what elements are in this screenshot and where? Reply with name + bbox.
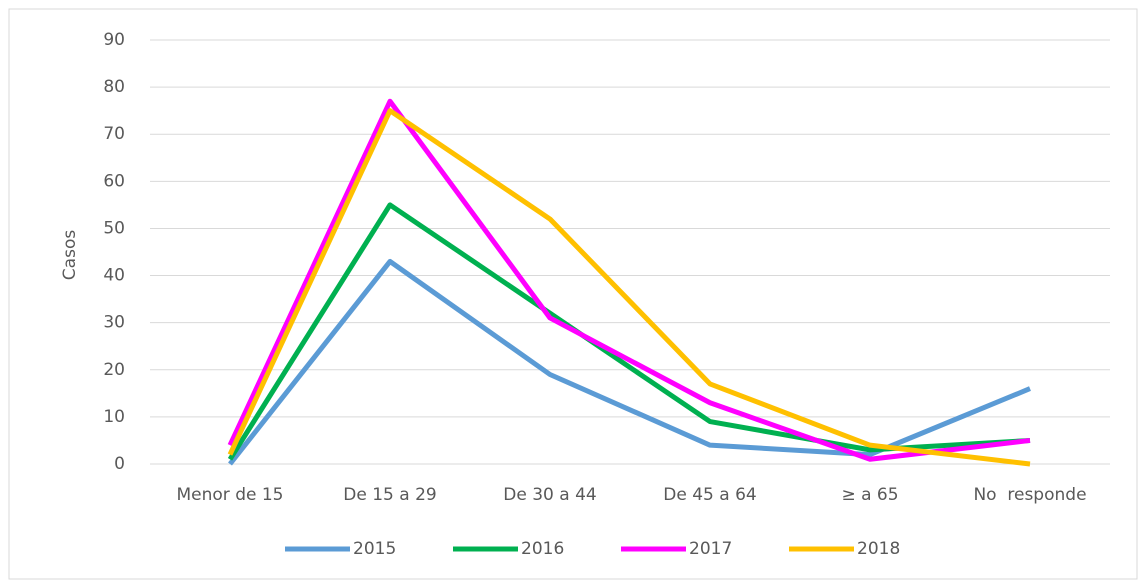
x-tick-label: De 15 a 29	[343, 485, 436, 505]
line	[227, 98, 1031, 462]
x-tick-label: No responde	[973, 485, 1086, 505]
x-tick-label: Menor de 15	[177, 485, 284, 505]
x-tick-label: De 45 a 64	[663, 485, 756, 505]
y-tick-label: 20	[103, 360, 125, 380]
chart-border	[8, 8, 1138, 580]
legend-label: 2018	[857, 539, 900, 559]
y-tick-label: 30	[103, 313, 125, 333]
legend-label: 2016	[521, 539, 564, 559]
line	[227, 108, 1031, 467]
y-tick-label: 90	[103, 30, 125, 50]
y-tick-label: 10	[103, 407, 125, 427]
x-tick-label: ≥ a 65	[841, 485, 898, 505]
line	[228, 258, 1031, 466]
y-tick-label: 60	[103, 171, 125, 191]
y-tick-label: 50	[103, 218, 125, 238]
y-axis-label: Casos	[60, 230, 80, 281]
y-tick-label: 0	[114, 454, 125, 474]
legend-label: 2015	[353, 539, 396, 559]
y-tick-label: 80	[103, 77, 125, 97]
legend-label: 2017	[689, 539, 732, 559]
y-tick-label: 40	[103, 266, 125, 286]
y-tick-label: 70	[103, 124, 125, 144]
x-tick-label: De 30 a 44	[503, 485, 596, 505]
